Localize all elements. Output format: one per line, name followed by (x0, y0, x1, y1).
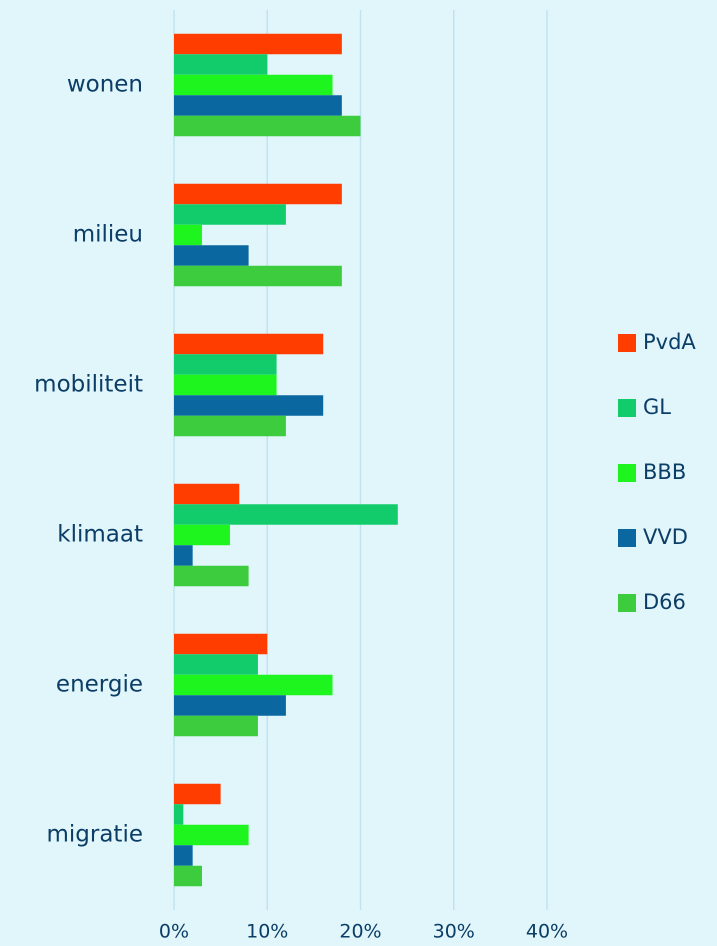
bar (174, 395, 324, 416)
bar (174, 74, 333, 96)
legend-swatch (618, 464, 636, 482)
x-tick-label: 20% (339, 921, 381, 943)
bar (174, 715, 258, 737)
legend-swatch (618, 594, 636, 612)
category-label: wonen (67, 72, 143, 98)
bar (174, 545, 193, 566)
bar (174, 674, 333, 696)
legend-label: BBB (643, 460, 686, 484)
bar (174, 265, 342, 287)
legend-label: D66 (643, 590, 686, 614)
x-tick-label: 0% (159, 921, 189, 943)
bar (174, 565, 249, 587)
legend-swatch (618, 334, 636, 352)
bar (174, 633, 268, 655)
bar (174, 845, 193, 866)
bar (174, 654, 258, 675)
bar (174, 415, 286, 437)
bar (174, 374, 277, 396)
bar (174, 224, 202, 246)
bar (174, 824, 249, 846)
bar (174, 695, 286, 716)
legend-label: PvdA (643, 330, 696, 354)
bar (174, 504, 398, 525)
bar (174, 483, 240, 505)
legend-swatch (618, 529, 636, 547)
bar (174, 333, 324, 355)
legend-swatch (618, 399, 636, 417)
bar (174, 95, 342, 116)
category-label: klimaat (57, 522, 143, 548)
bar (174, 783, 221, 805)
bar (174, 204, 286, 225)
bar (174, 804, 184, 825)
category-label: migratie (46, 822, 143, 848)
bar (174, 33, 342, 55)
category-label: energie (56, 672, 143, 698)
x-tick-label: 40% (526, 921, 568, 943)
bar (174, 865, 202, 887)
bar (174, 183, 342, 205)
bar (174, 245, 249, 266)
bar (174, 354, 277, 375)
legend-label: VVD (643, 525, 688, 549)
x-tick-label: 30% (433, 921, 475, 943)
category-label: milieu (73, 222, 143, 248)
category-label: mobiliteit (34, 372, 143, 398)
bar (174, 115, 361, 137)
legend-label: GL (643, 395, 671, 419)
bar (174, 524, 230, 546)
bar (174, 54, 268, 75)
x-tick-label: 10% (246, 921, 288, 943)
